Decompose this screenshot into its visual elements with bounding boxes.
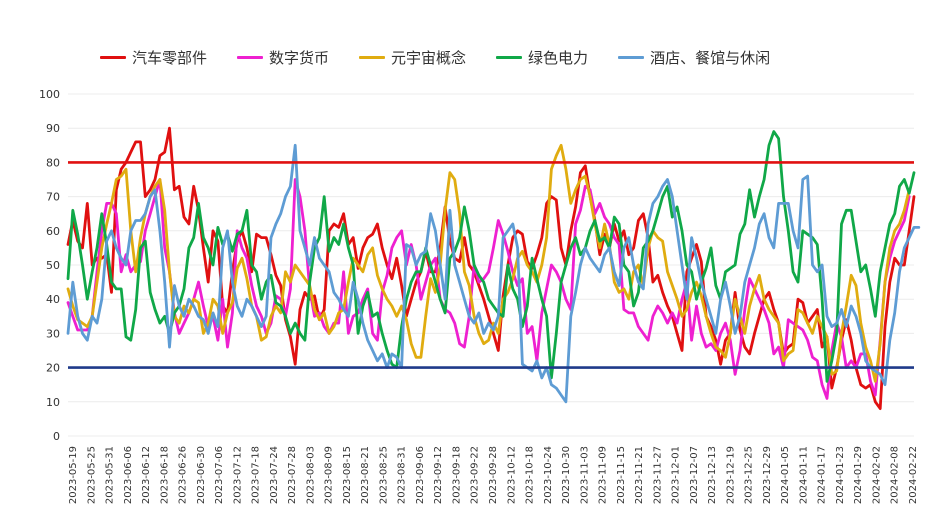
x-tick-label: 2023-05-19 — [68, 446, 79, 504]
x-tick-label: 2024-01-29 — [853, 446, 864, 504]
x-tick-label: 2023-07-18 — [251, 446, 262, 504]
x-tick-label: 2024-02-02 — [871, 446, 882, 504]
x-tick-label: 2023-06-12 — [141, 446, 152, 504]
x-tick-label: 2023-07-24 — [269, 446, 280, 504]
y-tick-label: 20 — [46, 362, 60, 375]
x-tick-label: 2023-08-15 — [342, 446, 353, 504]
legend-item[interactable]: 数字货币 — [237, 47, 329, 68]
series-line-1 — [66, 178, 911, 400]
legend-swatch — [359, 55, 386, 59]
x-tick-label: 2023-08-21 — [360, 446, 371, 504]
y-tick-label: 50 — [46, 259, 60, 272]
x-tick-label: 2023-05-31 — [105, 446, 116, 504]
series-line-3 — [66, 130, 916, 383]
legend-label: 汽车零部件 — [132, 48, 208, 67]
x-tick-label: 2023-07-28 — [287, 446, 298, 504]
y-tick-label: 30 — [46, 327, 60, 340]
x-tick-label: 2023-09-28 — [488, 446, 499, 504]
x-tick-label: 2023-08-03 — [305, 446, 316, 504]
x-tick-label: 2023-10-30 — [561, 446, 572, 504]
y-tick-label: 60 — [46, 225, 60, 238]
y-tick-label: 80 — [46, 156, 60, 169]
x-tick-label: 2023-10-24 — [543, 446, 554, 504]
x-tick-label: 2024-01-05 — [780, 446, 791, 504]
x-tick-label: 2023-11-09 — [598, 446, 609, 504]
legend-label: 酒店、餐馆与休闲 — [650, 48, 771, 67]
x-tick-label: 2023-11-15 — [616, 446, 627, 504]
y-tick-label: 90 — [46, 122, 60, 135]
legend: 汽车零部件 数字货币 元宇宙概念 绿色电力 酒店、餐馆与休闲 — [100, 44, 800, 70]
legend-item[interactable]: 酒店、餐馆与休闲 — [618, 47, 770, 68]
x-tick-label: 2023-10-18 — [525, 446, 536, 504]
x-tick-label: 2023-07-12 — [232, 446, 243, 504]
y-tick-label: 40 — [46, 293, 60, 306]
x-tick-label: 2024-02-22 — [908, 446, 919, 504]
x-tick-label: 2023-05-25 — [86, 446, 97, 504]
x-tick-label: 2023-11-27 — [652, 446, 663, 504]
series-line-4 — [66, 143, 921, 404]
x-tick-label: 2023-07-06 — [214, 446, 225, 504]
y-tick-label: 10 — [46, 396, 60, 409]
legend-label: 数字货币 — [269, 48, 330, 67]
x-tick-label: 2023-12-29 — [762, 446, 773, 504]
x-tick-label: 2023-08-31 — [397, 446, 408, 504]
x-tick-label: 2023-12-19 — [725, 446, 736, 504]
x-tick-label: 2024-01-17 — [817, 446, 828, 504]
x-tick-label: 2023-08-25 — [378, 446, 389, 504]
legend-swatch — [496, 55, 523, 59]
x-tick-label: 2023-06-30 — [196, 446, 207, 504]
x-tick-label: 2023-12-13 — [707, 446, 718, 504]
x-tick-label: 2023-09-12 — [433, 446, 444, 504]
x-tick-label: 2023-09-18 — [451, 446, 462, 504]
x-tick-label: 2023-09-22 — [470, 446, 481, 504]
x-tick-label: 2023-06-26 — [178, 446, 189, 504]
legend-item[interactable]: 元宇宙概念 — [359, 47, 466, 68]
x-tick-label: 2023-06-06 — [123, 446, 134, 504]
x-tick-label: 2023-06-18 — [159, 446, 170, 504]
x-tick-label: 2023-10-12 — [506, 446, 517, 504]
x-tick-label: 2023-12-25 — [744, 446, 755, 504]
legend-label: 元宇宙概念 — [391, 48, 467, 67]
legend-item[interactable]: 汽车零部件 — [100, 47, 207, 68]
legend-swatch — [618, 55, 645, 59]
legend-swatch — [237, 55, 264, 59]
legend-item[interactable]: 绿色电力 — [496, 47, 588, 68]
x-tick-label: 2023-08-09 — [324, 446, 335, 504]
x-tick-label: 2023-12-07 — [689, 446, 700, 504]
x-tick-label: 2023-09-06 — [415, 446, 426, 504]
x-tick-label: 2023-11-21 — [634, 446, 645, 504]
y-tick-label: 70 — [46, 191, 60, 204]
x-tick-label: 2023-11-03 — [579, 446, 590, 504]
x-tick-label: 2024-02-08 — [890, 446, 901, 504]
y-tick-label: 100 — [39, 88, 60, 101]
series-line-2 — [66, 143, 911, 383]
legend-label: 绿色电力 — [528, 48, 589, 67]
y-tick-label: 0 — [53, 430, 60, 443]
x-tick-label: 2024-01-23 — [835, 446, 846, 504]
legend-swatch — [100, 55, 126, 59]
x-tick-label: 2023-12-01 — [671, 446, 682, 504]
x-tick-label: 2024-01-11 — [798, 446, 809, 504]
